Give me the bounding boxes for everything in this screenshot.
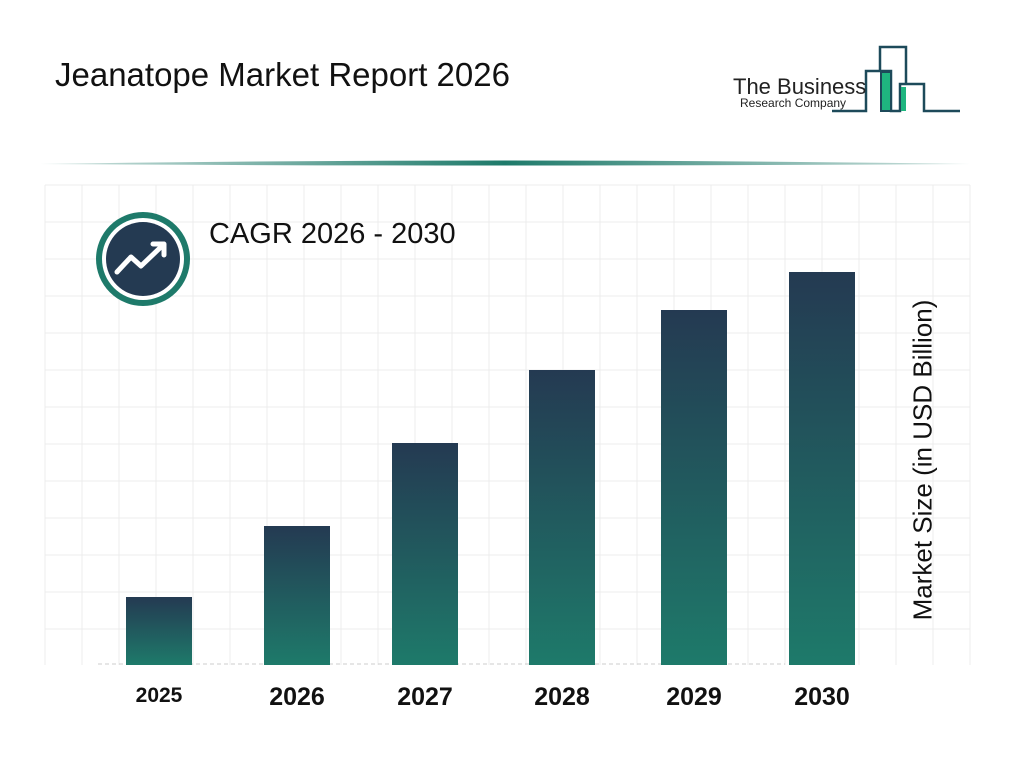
- x-tick-label: 2025: [136, 684, 183, 707]
- company-logo: The Business Research Company: [700, 30, 980, 130]
- trend-up-arrow-icon: [96, 212, 190, 306]
- bar-2025: [126, 597, 192, 665]
- x-tick-label: 2027: [397, 683, 453, 711]
- bar-2028: [529, 370, 595, 665]
- page-title: Jeanatope Market Report 2026: [55, 56, 510, 93]
- bar-2029: [661, 310, 727, 665]
- bar-2030: [789, 272, 855, 665]
- logo-text-sub: Research Company: [740, 96, 847, 110]
- x-tick-label: 2030: [794, 683, 850, 711]
- y-axis-label: Market Size (in USD Billion): [907, 299, 938, 621]
- bar-2026: [264, 526, 330, 665]
- logo-text-main: The Business: [733, 74, 867, 99]
- x-tick-label: 2029: [666, 683, 722, 711]
- logo-buildings-icon: [832, 45, 960, 113]
- bar-2027: [392, 443, 458, 665]
- x-tick-label: 2028: [534, 683, 590, 711]
- x-tick-label: 2026: [269, 683, 325, 711]
- header-divider: [40, 160, 970, 166]
- cagr-label: CAGR 2026 - 2030: [209, 218, 456, 250]
